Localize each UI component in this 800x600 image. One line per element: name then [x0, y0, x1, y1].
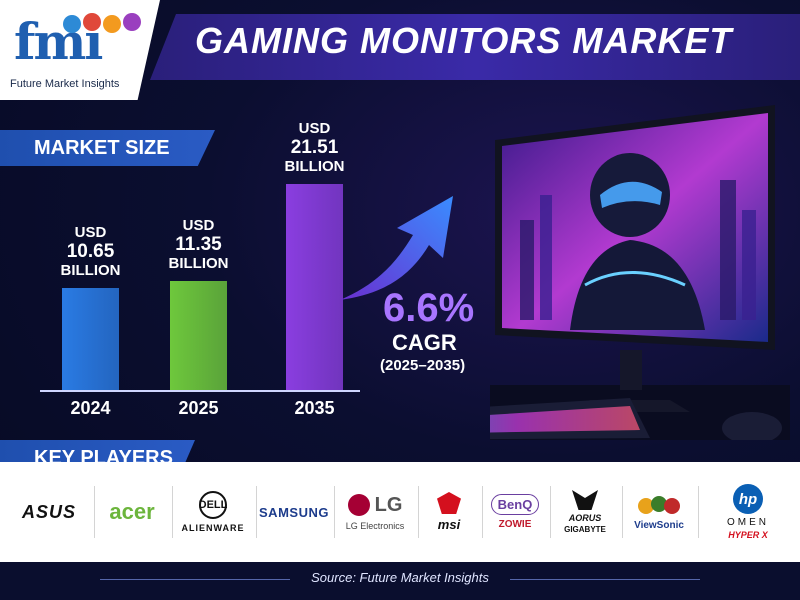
msi-dragon-icon — [437, 492, 461, 514]
dell-logo: DELL — [199, 491, 227, 519]
lg-icon — [347, 494, 370, 516]
page-title: GAMING MONITORS MARKET — [195, 20, 733, 61]
player-msi[interactable]: msi — [420, 462, 478, 562]
omen-logo: OMEN — [727, 517, 769, 528]
source-rule-left — [100, 579, 290, 580]
flask-icon — [103, 15, 121, 33]
divider — [418, 486, 419, 538]
source-rule-right — [510, 579, 700, 580]
player-acer[interactable]: acer — [96, 462, 168, 562]
samsung-logo: SAMSUNG — [259, 504, 329, 520]
growth-arrow-icon — [340, 196, 453, 300]
player-aorus-gigabyte[interactable]: AORUS GIGABYTE — [552, 462, 618, 562]
value-label-2035: USD 21.51 BILLION — [261, 120, 368, 175]
bar-2035 — [286, 183, 343, 390]
alienware-logo: ALIENWARE — [181, 523, 245, 533]
aorus-logo: AORUS — [568, 513, 602, 523]
fire-icon — [83, 13, 101, 31]
chart-baseline — [40, 390, 360, 392]
divider — [172, 486, 173, 538]
gaming-monitor-illustration — [490, 105, 790, 440]
market-size-heading: MARKET SIZE — [34, 137, 170, 159]
fmi-logo[interactable]: fmi Future Market Insights — [0, 0, 160, 100]
benq-logo: BenQ — [490, 494, 540, 515]
divider — [698, 486, 699, 538]
player-hp-omen-hyperx[interactable]: hp OMEN HYPER X — [700, 462, 796, 562]
category-label-2025: 2025 — [178, 398, 219, 418]
player-dell-alienware[interactable]: DELL ALIENWARE — [174, 462, 252, 562]
bar-2024 — [62, 287, 119, 390]
asus-logo: ASUS — [21, 501, 76, 522]
logo-tagline: Future Market Insights — [10, 78, 120, 90]
value-number: 10.65 — [66, 240, 115, 262]
lg-logo: LG — [374, 493, 403, 516]
divider — [622, 486, 623, 538]
gigabyte-logo: GIGABYTE — [564, 525, 606, 534]
chart-icon — [123, 13, 141, 31]
lg-electronics-label: LG Electronics — [345, 520, 405, 531]
aorus-falcon-icon — [572, 490, 598, 510]
source-bar — [0, 562, 800, 600]
globe-icon — [63, 15, 81, 33]
divider — [334, 486, 335, 538]
value-label-2025: USD 11.35 BILLION — [145, 217, 252, 272]
divider — [256, 486, 257, 538]
value-prefix: USD — [182, 217, 215, 235]
value-unit: BILLION — [60, 261, 121, 279]
category-label-2024: 2024 — [70, 398, 111, 418]
divider — [482, 486, 483, 538]
msi-logo: msi — [437, 517, 461, 532]
acer-logo: acer — [109, 499, 155, 524]
hyperx-logo: HYPER X — [728, 530, 768, 540]
player-lg[interactable]: LG LG Electronics — [336, 462, 414, 562]
value-prefix: USD — [298, 119, 331, 137]
player-samsung[interactable]: SAMSUNG — [258, 462, 330, 562]
bar-2025 — [170, 281, 227, 390]
cagr-period: (2025–2035) — [380, 357, 466, 374]
player-viewsonic[interactable]: ViewSonic — [624, 462, 694, 562]
player-benq-zowie[interactable]: BenQ ZOWIE — [484, 462, 546, 562]
viewsonic-birds-icon — [638, 495, 680, 514]
category-label-2035: 2035 — [294, 398, 335, 418]
value-unit: BILLION — [168, 255, 229, 273]
hp-logo: hp — [733, 484, 763, 514]
logo-icons — [63, 13, 141, 33]
viewsonic-logo: ViewSonic — [634, 519, 684, 531]
divider — [550, 486, 551, 538]
value-number: 21.51 — [290, 136, 339, 158]
divider — [94, 486, 95, 538]
value-number: 11.35 — [175, 234, 222, 256]
title-band — [150, 14, 800, 80]
source-caption: Source: Future Market Insights — [311, 570, 489, 585]
zowie-logo: ZOWIE — [498, 519, 532, 530]
player-asus[interactable]: ASUS — [8, 462, 90, 562]
market-size-tab — [0, 130, 215, 166]
value-unit: BILLION — [284, 157, 345, 175]
cagr-value: 6.6% — [383, 286, 475, 330]
cagr-label: CAGR — [392, 330, 457, 355]
value-prefix: USD — [74, 223, 107, 241]
key-players-strip: ASUS acer DELL ALIENWARE SAMSUNG LG LG E… — [0, 462, 800, 562]
value-label-2024: USD 10.65 BILLION — [37, 224, 144, 279]
